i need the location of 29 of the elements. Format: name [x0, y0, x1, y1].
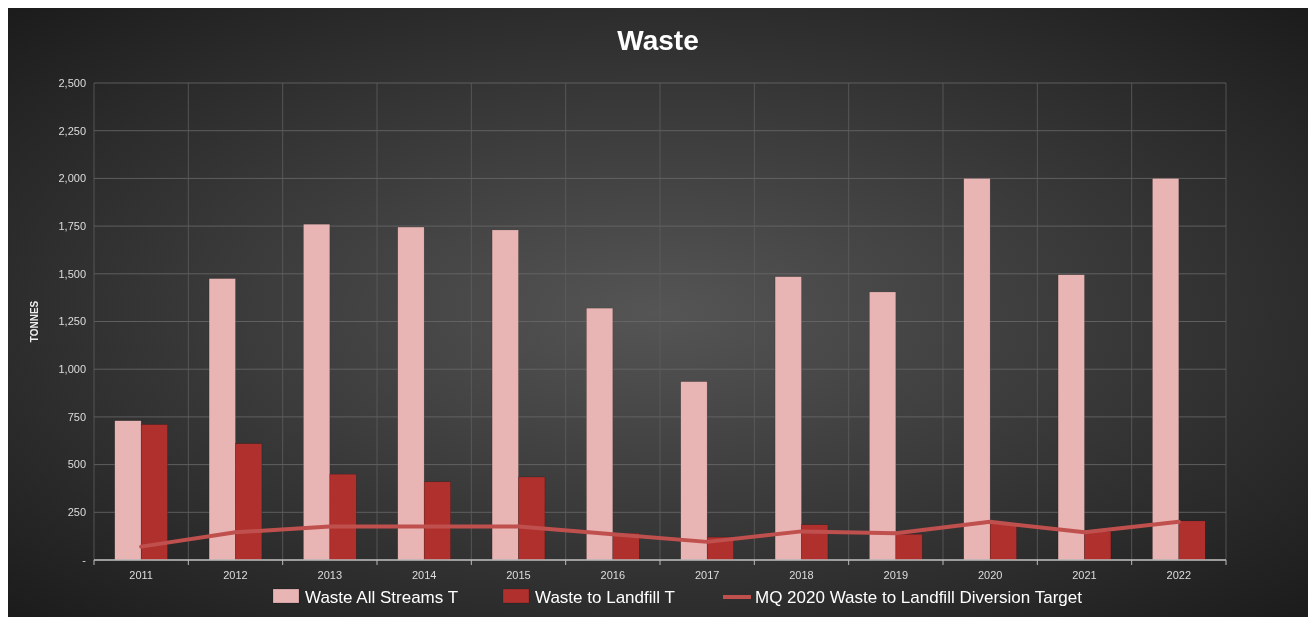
chart-title: Waste [617, 25, 699, 56]
y-axis-title: TONNES [29, 300, 40, 343]
y-tick-label: 1,250 [58, 315, 86, 328]
y-tick-label: 2,250 [58, 124, 86, 137]
y-tick-label: 500 [67, 458, 86, 471]
x-tick-label: 2011 [129, 569, 153, 581]
y-tick-label: 2,000 [58, 172, 86, 185]
x-tick-label: 2020 [977, 569, 1003, 581]
line-series [139, 519, 1181, 549]
y-tick-label: 2,500 [58, 76, 86, 89]
legend-label: Waste to Landfill T [535, 588, 675, 607]
y-tick-label: 1,000 [58, 363, 86, 376]
y-tick-label: 750 [67, 410, 86, 423]
x-tick-label: 2014 [411, 569, 437, 581]
x-tick-label: 2012 [223, 569, 248, 581]
x-tick-label: 2021 [1072, 569, 1097, 581]
x-tick-label: 2018 [789, 569, 814, 581]
x-tick-label: 2019 [883, 569, 909, 581]
x-tick-label: 2022 [1166, 569, 1192, 581]
y-tick-label: 1,750 [58, 219, 86, 232]
legend-label: Waste All Streams T [305, 588, 459, 607]
y-tick-label: 250 [67, 506, 86, 519]
x-tick-label: 2017 [694, 569, 720, 581]
y-tick-label: - [82, 553, 87, 566]
y-tick-label: 1,500 [58, 267, 86, 280]
x-tick-label: 2015 [506, 569, 531, 581]
x-tick-label: 2016 [600, 569, 626, 581]
x-tick-label: 2013 [317, 569, 343, 581]
legend-label: MQ 2020 Waste to Landfill Diversion Target [755, 588, 1083, 607]
